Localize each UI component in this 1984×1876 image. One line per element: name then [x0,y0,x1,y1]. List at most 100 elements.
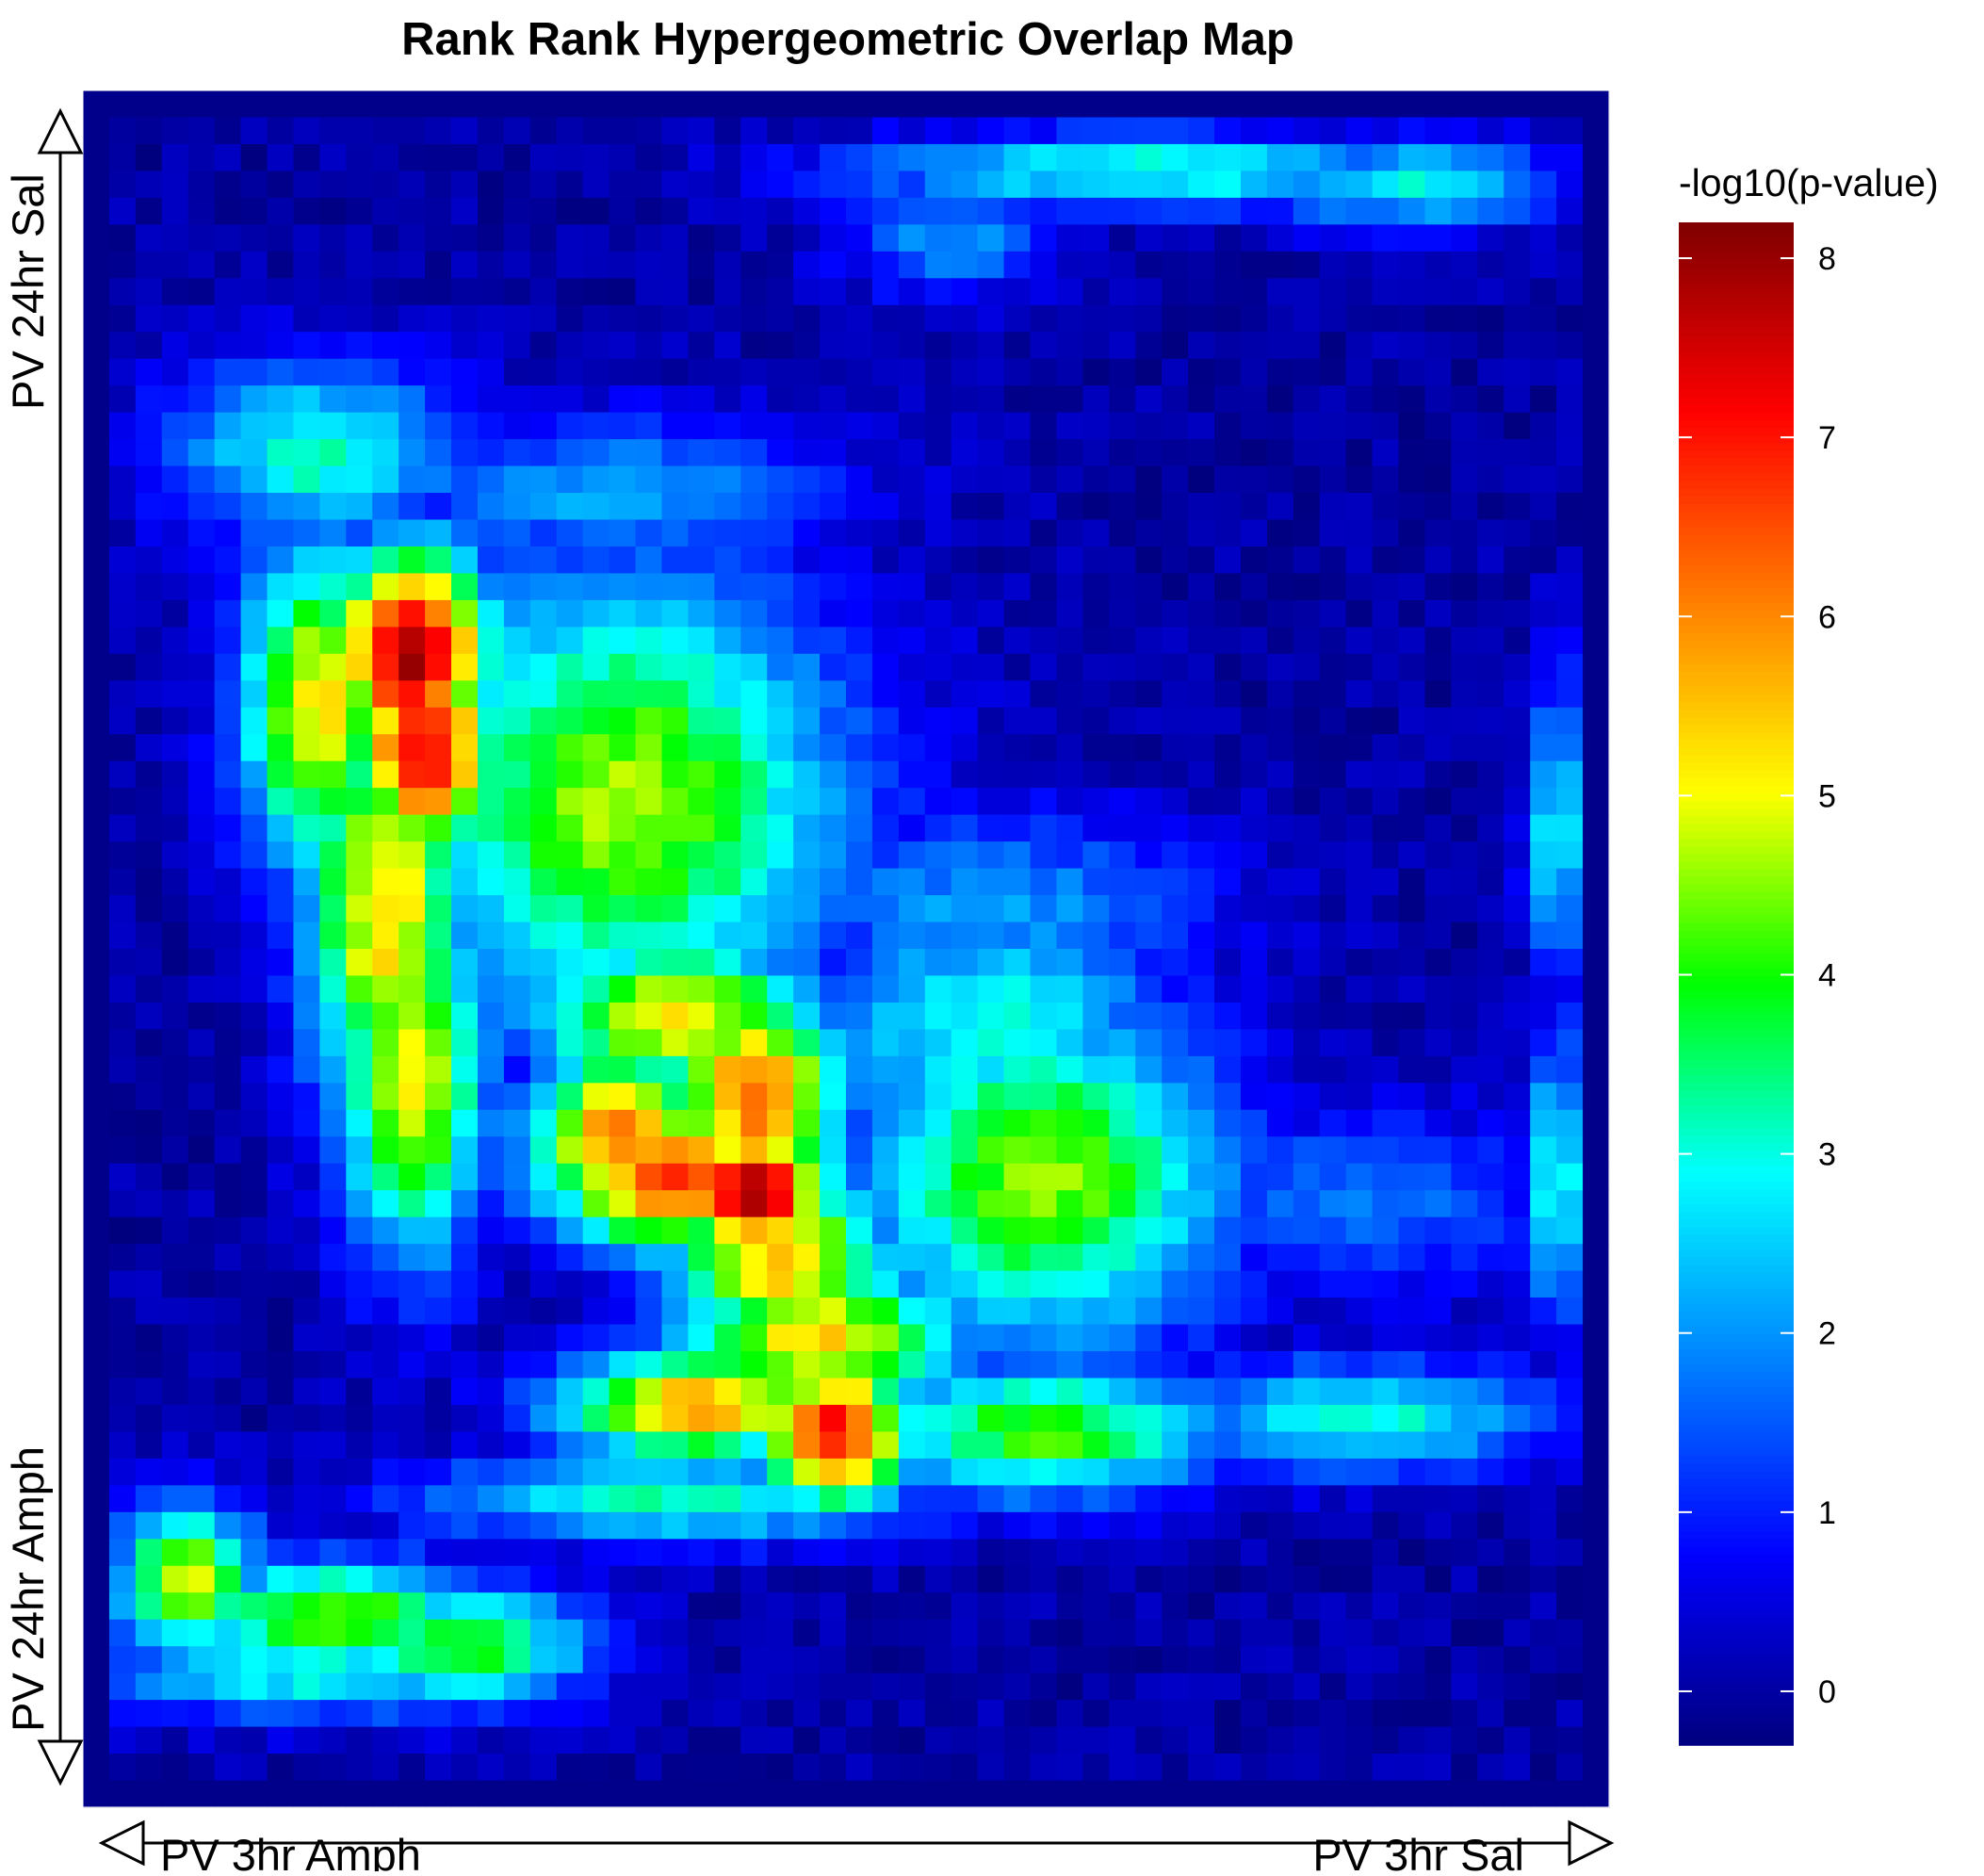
heatmap-cell [214,412,242,440]
heatmap-cell [767,143,794,172]
heatmap-cell [240,760,268,789]
heatmap-cell [1530,385,1557,414]
heatmap-cell [661,788,690,816]
heatmap-cell [1240,1539,1268,1567]
heatmap-cell [1003,1244,1032,1272]
heatmap-cell [1451,1485,1478,1513]
heatmap-cell [267,1190,295,1218]
heatmap-cell [1319,546,1347,575]
heatmap-cell [1345,117,1374,145]
heatmap-cell [451,304,479,333]
heatmap-cell [1056,573,1083,601]
heatmap-cell [346,627,373,655]
heatmap-cell [1030,895,1058,923]
heatmap-cell [503,1485,531,1513]
heatmap-cell [977,1002,1005,1031]
heatmap-cell [820,304,847,333]
heatmap-cell [1504,949,1531,977]
heatmap-cell [529,788,558,816]
heatmap-cell [161,1592,189,1621]
heatmap-cell [740,1619,768,1647]
heatmap-cell [871,627,900,655]
colorbar-segment [1679,732,1794,742]
heatmap-cell [1319,1539,1347,1567]
heatmap-cell [1345,573,1374,601]
heatmap-cell [1162,439,1189,467]
heatmap-cell [977,197,1005,225]
heatmap-cell [267,1404,295,1433]
heatmap-cell [582,1351,610,1379]
heatmap-cell [767,251,794,279]
colorbar-segment [1679,1493,1794,1503]
heatmap-cell [635,922,663,950]
heatmap-cell [451,1083,479,1111]
heatmap-cell [1188,251,1215,279]
heatmap-cell [398,304,426,333]
heatmap-cell [1556,1646,1584,1674]
heatmap-cell [83,1458,110,1486]
heatmap-cell [161,1485,189,1513]
heatmap-cell [1003,1163,1032,1191]
heatmap-cell [1398,1163,1426,1191]
heatmap-cell [1266,1539,1294,1567]
heatmap-cell [187,868,216,896]
heatmap-cell [1504,465,1531,494]
heatmap-cell [1109,412,1136,440]
heatmap-cell [1030,1431,1058,1460]
heatmap-cell [1504,1485,1531,1513]
heatmap-cell [820,1619,847,1647]
colorbar-segment [1679,275,1794,285]
heatmap-cell [688,760,715,789]
heatmap-cell [661,841,690,870]
colorbar-segment [1679,1326,1794,1335]
heatmap-cell [1477,546,1504,575]
heatmap-cell [1504,1404,1531,1433]
heatmap-cell [688,1700,715,1728]
heatmap-cell [609,1726,637,1754]
colorbar-segment [1679,1150,1794,1160]
heatmap-cell [1162,358,1189,386]
heatmap-cell [319,251,347,279]
heatmap-cell [372,1646,399,1674]
heatmap-cell [1372,1458,1400,1486]
heatmap-cell [1398,171,1426,199]
heatmap-cell [451,385,479,414]
heatmap-cell [319,868,347,896]
heatmap-cell [1056,1109,1083,1137]
heatmap-cell [846,1324,873,1352]
heatmap-cell [635,439,663,467]
heatmap-cell [635,1592,663,1621]
heatmap-cell [1372,1485,1400,1513]
heatmap-cell [503,465,531,494]
heatmap-cell [451,573,479,601]
heatmap-cell [1345,788,1374,816]
heatmap-cell [898,1351,926,1379]
heatmap-cell [425,788,452,816]
heatmap-cell [214,1055,242,1084]
heatmap-cell [1293,332,1321,360]
heatmap-cell [1109,358,1136,386]
heatmap-cell [529,1672,558,1701]
heatmap-cell [187,1378,216,1406]
heatmap-cell [187,385,216,414]
heatmap-cell [319,1619,347,1647]
heatmap-cell [293,143,320,172]
heatmap-cell [1398,788,1426,816]
heatmap-cell [372,304,399,333]
heatmap-cell [714,278,741,306]
heatmap-cell [1556,278,1584,306]
heatmap-cell [503,627,531,655]
heatmap-cell [582,1029,610,1057]
heatmap-cell [688,1404,715,1433]
heatmap-cell [83,949,110,977]
heatmap-cell [1504,278,1531,306]
heatmap-cell [398,841,426,870]
heatmap-cell [820,1672,847,1701]
heatmap-cell [1266,949,1294,977]
heatmap-cell [1345,1002,1374,1031]
heatmap-cell [1504,868,1531,896]
heatmap-cell [635,1511,663,1540]
heatmap-cell [1293,1672,1321,1701]
heatmap-cell [767,975,794,1003]
heatmap-cell [319,653,347,681]
